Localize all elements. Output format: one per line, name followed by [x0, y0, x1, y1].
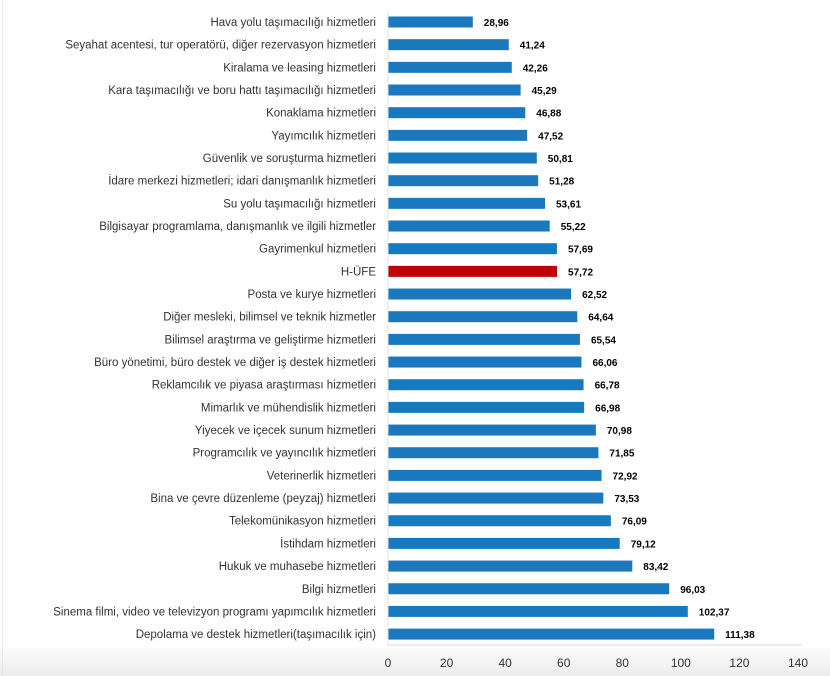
bar	[388, 379, 584, 391]
bar	[388, 333, 580, 345]
data-label: 111,38	[725, 630, 755, 641]
data-label: 62,52	[582, 290, 607, 301]
category-label: Kara taşımacılığı ve boru hattı taşımacı…	[108, 85, 376, 97]
bar	[388, 288, 572, 300]
data-label: 64,64	[588, 313, 613, 324]
bar	[388, 628, 715, 640]
data-label: 66,98	[595, 403, 620, 414]
bar	[388, 424, 596, 436]
data-label: 71,85	[609, 449, 634, 460]
data-label: 46,88	[536, 109, 561, 120]
x-tick-label: 80	[616, 656, 630, 670]
data-label: 57,69	[568, 245, 593, 256]
category-label: Büro yönetimi, büro destek ve diğer iş d…	[94, 357, 376, 369]
category-label: Telekomünikasyon hizmetleri	[229, 516, 376, 528]
data-label: 47,52	[538, 131, 563, 142]
bar	[388, 583, 670, 595]
data-label: 50,81	[548, 154, 573, 165]
bar	[388, 401, 585, 413]
data-label: 42,26	[523, 63, 548, 74]
category-label: Hukuk ve muhasebe hizmetleri	[219, 561, 376, 573]
bar	[388, 492, 604, 504]
bar	[388, 61, 512, 73]
data-label: 66,78	[595, 381, 620, 392]
data-label: 41,24	[520, 41, 545, 52]
category-label: Reklamcılık ve piyasa araştırması hizmet…	[152, 380, 376, 392]
data-label: 51,28	[549, 177, 574, 188]
category-label: Programcılık ve yayıncılık hizmetleri	[193, 448, 376, 460]
bar	[388, 175, 539, 187]
x-tick-label: 40	[498, 656, 512, 670]
bar	[388, 560, 633, 572]
data-label: 76,09	[622, 517, 647, 528]
category-label: Veterinerlik hizmetleri	[267, 470, 376, 482]
category-label: Güvenlik ve soruşturma hizmetleri	[203, 153, 376, 165]
bar	[388, 311, 578, 323]
bar	[388, 605, 688, 617]
bar	[388, 129, 528, 141]
category-label: H-ÜFE	[341, 266, 376, 278]
frame-edge	[2, 0, 3, 676]
data-label: 28,96	[484, 18, 509, 29]
data-label: 57,72	[568, 267, 593, 278]
bar	[388, 356, 582, 368]
category-label: Yayımcılık hizmetleri	[271, 130, 376, 142]
x-tick-label: 140	[788, 656, 808, 670]
bar	[388, 220, 550, 232]
bar	[388, 39, 509, 51]
x-tick-label: 100	[671, 656, 691, 670]
category-label: Diğer mesleki, bilimsel ve teknik hizmet…	[163, 312, 376, 324]
bar-highlight	[388, 265, 558, 277]
data-label: 102,37	[699, 607, 730, 618]
x-tick-label: 120	[729, 656, 749, 670]
category-label: Bilgisayar programlama, danışmanlık ve i…	[99, 221, 376, 233]
category-label: Bilimsel araştırma ve geliştirme hizmetl…	[164, 334, 376, 346]
category-label: Su yolu taşımacılığı hizmetleri	[223, 198, 376, 210]
data-label: 55,22	[561, 222, 586, 233]
bar	[388, 152, 537, 164]
data-label: 53,61	[556, 199, 581, 210]
category-label: Hava yolu taşımacılığı hizmetleri	[210, 17, 376, 29]
data-label: 72,92	[613, 471, 638, 482]
category-label: Kiralama ve leasing hizmetleri	[223, 62, 376, 74]
category-label: Bina ve çevre düzenleme (peyzaj) hizmetl…	[150, 493, 376, 505]
data-label: 96,03	[680, 585, 705, 596]
data-label: 65,54	[591, 335, 616, 346]
bar	[388, 243, 557, 255]
category-label: Posta ve kurye hizmetleri	[248, 289, 376, 301]
data-label: 83,42	[643, 562, 668, 573]
category-label: İdare merkezi hizmetleri; idari danışman…	[108, 175, 376, 188]
category-label: Konaklama hizmetleri	[266, 108, 376, 120]
x-tick-label: 0	[385, 656, 392, 670]
category-label: Depolama ve destek hizmetleri(taşımacılı…	[136, 629, 376, 641]
bar	[388, 16, 473, 28]
data-label: 73,53	[614, 494, 639, 505]
bar	[388, 107, 526, 119]
bar	[388, 469, 602, 481]
category-label: Seyahat acentesi, tur operatörü, diğer r…	[65, 40, 376, 52]
chart-footer-background	[0, 648, 830, 676]
x-tick-label: 60	[557, 656, 571, 670]
bar	[388, 537, 620, 549]
data-label: 70,98	[607, 426, 632, 437]
x-tick-label: 20	[440, 656, 454, 670]
category-label: İstihdam hizmetleri	[280, 537, 376, 550]
bar	[388, 515, 611, 527]
category-label: Gayrimenkul hizmetleri	[259, 244, 376, 256]
bar	[388, 197, 546, 209]
category-label: Bilgi hizmetleri	[302, 584, 376, 596]
category-label: Sinema filmi, video ve televizyon progra…	[53, 606, 376, 618]
data-label: 45,29	[532, 86, 557, 97]
data-label: 66,06	[592, 358, 617, 369]
category-label: Yiyecek ve içecek sunum hizmetleri	[195, 425, 376, 437]
bar	[388, 447, 599, 459]
category-label: Mimarlık ve mühendislik hizmetleri	[201, 402, 376, 414]
bar	[388, 84, 521, 96]
data-label: 79,12	[631, 539, 656, 550]
